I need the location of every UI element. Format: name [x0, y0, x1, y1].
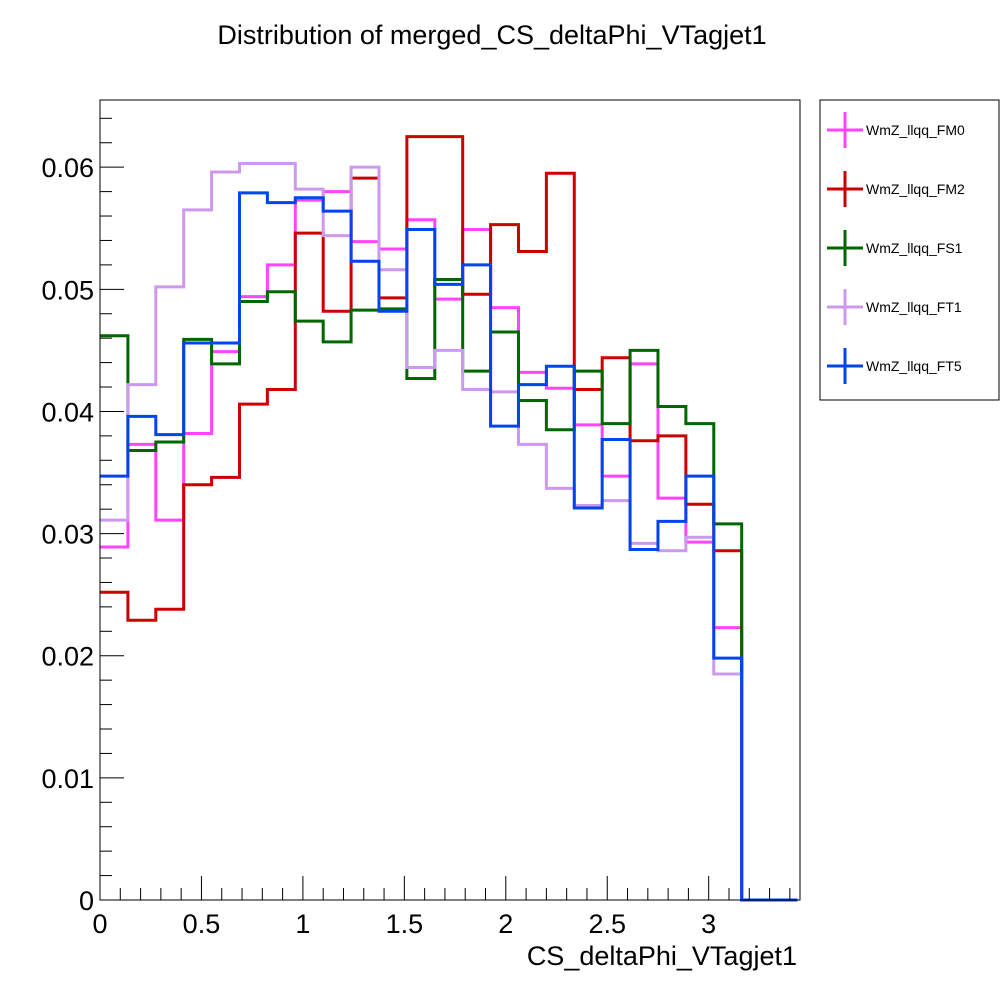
y-tick-label: 0.06 — [41, 153, 94, 183]
x-tick-label: 0 — [92, 909, 107, 939]
y-tick-label: 0.02 — [41, 642, 94, 672]
series-line-WmZ_llqq_FT1 — [100, 162, 798, 902]
x-axis-label: CS_deltaPhi_VTagjet1 — [527, 941, 797, 971]
x-tick-label: 2.5 — [588, 909, 626, 939]
legend-box — [819, 99, 1000, 401]
legend: WmZ_llqq_FM0 WmZ_llqq_FM2 WmZ_llqq_FS1 WmZ_… — [819, 99, 1000, 401]
series-line-WmZ_llqq_FM2 — [100, 135, 798, 902]
x-tick-label: 3 — [701, 909, 716, 939]
series-line-WmZ_llqq_FT5 — [100, 191, 798, 902]
chart-title: Distribution of merged_CS_deltaPhi_VTagj… — [217, 20, 766, 50]
legend-entry-label: WmZ_llqq_FT5 — [866, 358, 962, 374]
x-tick-label: 1.5 — [386, 909, 424, 939]
legend-entry-label: WmZ_llqq_FT1 — [866, 299, 962, 315]
y-tick-label: 0.04 — [41, 397, 94, 427]
legend-entry-label: WmZ_llqq_FM0 — [866, 122, 965, 138]
x-tick-label: 2 — [498, 909, 513, 939]
x-axis: 0 0.5 1 1.5 2 2.5 3 — [92, 876, 791, 939]
x-tick-label: 1 — [295, 909, 310, 939]
x-tick-label: 0.5 — [183, 909, 221, 939]
legend-entry-label: WmZ_llqq_FS1 — [866, 240, 963, 256]
series-layer — [100, 135, 798, 902]
y-tick-label: 0.05 — [41, 275, 94, 305]
y-tick-label: 0 — [79, 886, 94, 916]
y-tick-label: 0.01 — [41, 764, 94, 794]
y-axis: 0 0.01 0.02 0.03 0.04 0.05 0.06 — [41, 117, 124, 916]
legend-entry-label: WmZ_llqq_FM2 — [866, 181, 965, 197]
plot-frame — [99, 99, 801, 901]
y-tick-label: 0.03 — [41, 520, 94, 550]
